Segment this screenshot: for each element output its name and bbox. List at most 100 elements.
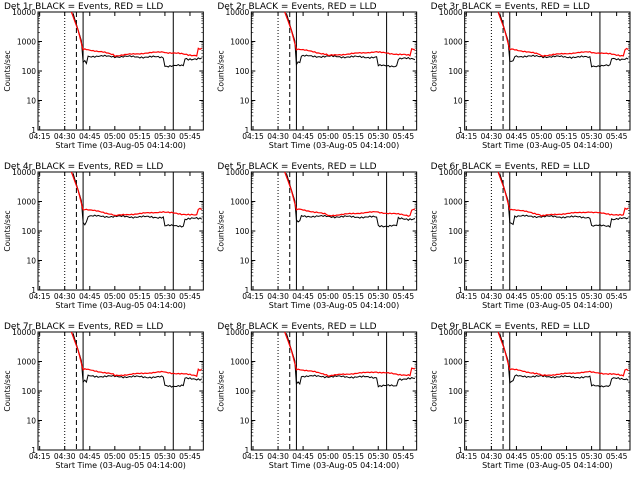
x-tick-label: 04:15 — [242, 292, 264, 301]
y-tick-label: 10000 — [225, 168, 249, 177]
y-tick-label: 1 — [458, 446, 463, 455]
x-tick-label: 05:30 — [581, 132, 603, 141]
x-tick-label: 04:15 — [29, 452, 51, 461]
series-lld-line — [70, 171, 203, 217]
x-tick-label: 04:15 — [242, 132, 264, 141]
y-axis-label: Counts/sec — [430, 370, 439, 411]
plot-frame — [250, 11, 418, 131]
x-tick-label: 05:45 — [179, 452, 201, 461]
panel-det-4: Det 4r BLACK = Events, RED = LLD 1 10 100 10… — [3, 162, 204, 310]
series-lld-line — [284, 11, 416, 57]
x-tick-label: 05:45 — [392, 132, 414, 141]
y-axis-label: Counts/sec — [3, 370, 12, 411]
y-tick-label: 10 — [453, 97, 463, 106]
x-tick-label: 04:30 — [481, 292, 503, 301]
x-tick-label: 04:30 — [481, 452, 503, 461]
y-tick-label: 100 — [235, 387, 250, 396]
y-tick-label: 1 — [458, 286, 463, 295]
x-tick-label: 05:00 — [531, 452, 553, 461]
y-axis-label: Counts/sec — [3, 50, 12, 91]
y-tick-label: 1000 — [230, 358, 249, 367]
y-tick-label: 1 — [245, 286, 250, 295]
x-tick-label: 04:45 — [292, 292, 314, 301]
y-tick-label: 100 — [448, 67, 463, 76]
series-events-line — [285, 13, 416, 68]
x-tick-label: 05:30 — [154, 452, 176, 461]
x-tick-label: 05:15 — [342, 292, 364, 301]
y-tick-label: 10 — [26, 257, 36, 266]
x-tick-label: 05:45 — [179, 292, 201, 301]
x-axis-label: Start Time (03-Aug-05 04:14:00) — [482, 141, 613, 150]
series-events-line — [72, 13, 202, 68]
y-tick-label: 1 — [245, 126, 250, 135]
plot-frame — [37, 11, 204, 131]
x-tick-label: 05:30 — [367, 292, 389, 301]
x-tick-label: 04:30 — [54, 132, 76, 141]
y-tick-label: 10 — [26, 417, 36, 426]
series-lld-line — [497, 171, 629, 217]
x-tick-label: 04:45 — [79, 452, 101, 461]
x-axis-label: Start Time (03-Aug-05 04:14:00) — [55, 461, 186, 470]
x-tick-label: 05:15 — [129, 132, 151, 141]
x-tick-label: 05:30 — [581, 292, 603, 301]
y-tick-label: 100 — [448, 227, 463, 236]
y-tick-label: 1000 — [17, 358, 36, 367]
panel-det-9: Det 9r BLACK = Events, RED = LLD 1 10 100 10… — [430, 322, 631, 470]
x-tick-label: 04:30 — [267, 452, 289, 461]
x-tick-label: 05:00 — [317, 452, 339, 461]
panel-title: Det 5r BLACK = Events, RED = LLD — [217, 162, 376, 172]
y-tick-label: 100 — [22, 227, 37, 236]
x-tick-label: 05:45 — [179, 132, 201, 141]
y-tick-label: 10000 — [225, 8, 249, 17]
y-tick-label: 100 — [235, 227, 250, 236]
y-tick-label: 10 — [453, 257, 463, 266]
y-tick-label: 10000 — [439, 8, 463, 17]
y-tick-label: 1 — [245, 446, 250, 455]
y-tick-label: 10000 — [12, 328, 36, 337]
x-tick-label: 05:00 — [104, 132, 126, 141]
y-tick-label: 1000 — [444, 38, 463, 47]
y-tick-label: 10 — [240, 257, 250, 266]
y-tick-label: 1000 — [444, 198, 463, 207]
y-axis-label: Counts/sec — [430, 50, 439, 91]
panel-det-3: Det 3r BLACK = Events, RED = LLD 1 10 100 10… — [430, 2, 631, 150]
series-lld-line — [284, 331, 416, 377]
panel-title: Det 6r BLACK = Events, RED = LLD — [431, 162, 590, 172]
y-tick-label: 1 — [31, 446, 36, 455]
y-tick-label: 10000 — [12, 168, 36, 177]
panel-title: Det 7r BLACK = Events, RED = LLD — [4, 322, 163, 332]
x-tick-label: 05:15 — [129, 292, 151, 301]
plot-frame — [37, 171, 204, 291]
x-tick-label: 05:30 — [367, 452, 389, 461]
x-tick-label: 05:15 — [342, 452, 364, 461]
panel-title: Det 4r BLACK = Events, RED = LLD — [4, 162, 163, 172]
series-events-line — [72, 173, 203, 228]
panel-title: Det 3r BLACK = Events, RED = LLD — [431, 2, 590, 12]
x-tick-label: 05:45 — [606, 132, 628, 141]
panel-det-8: Det 8r BLACK = Events, RED = LLD 1 10 100 10… — [216, 322, 418, 470]
x-tick-label: 05:00 — [531, 292, 553, 301]
panel-title: Det 2r BLACK = Events, RED = LLD — [217, 2, 376, 12]
y-axis-label: Counts/sec — [216, 50, 225, 91]
x-tick-label: 04:15 — [456, 292, 478, 301]
y-tick-label: 10000 — [12, 8, 36, 17]
x-tick-label: 05:30 — [581, 452, 603, 461]
plot-frame — [37, 331, 204, 451]
y-tick-label: 10000 — [439, 328, 463, 337]
y-tick-label: 1 — [31, 126, 36, 135]
x-tick-label: 05:30 — [154, 292, 176, 301]
panel-det-1: Det 1r BLACK = Events, RED = LLD 1 10 100 10… — [3, 2, 204, 150]
plot-frame — [464, 171, 631, 291]
y-tick-label: 100 — [448, 387, 463, 396]
y-tick-label: 10000 — [439, 168, 463, 177]
plot-frame — [250, 171, 418, 291]
x-tick-label: 04:15 — [456, 452, 478, 461]
x-axis-label: Start Time (03-Aug-05 04:14:00) — [482, 461, 613, 470]
y-axis-label: Counts/sec — [430, 210, 439, 251]
x-tick-label: 04:15 — [456, 132, 478, 141]
panel-title: Det 9r BLACK = Events, RED = LLD — [431, 322, 590, 332]
x-tick-label: 05:15 — [556, 452, 578, 461]
x-tick-label: 04:30 — [267, 292, 289, 301]
x-tick-label: 04:45 — [79, 292, 101, 301]
